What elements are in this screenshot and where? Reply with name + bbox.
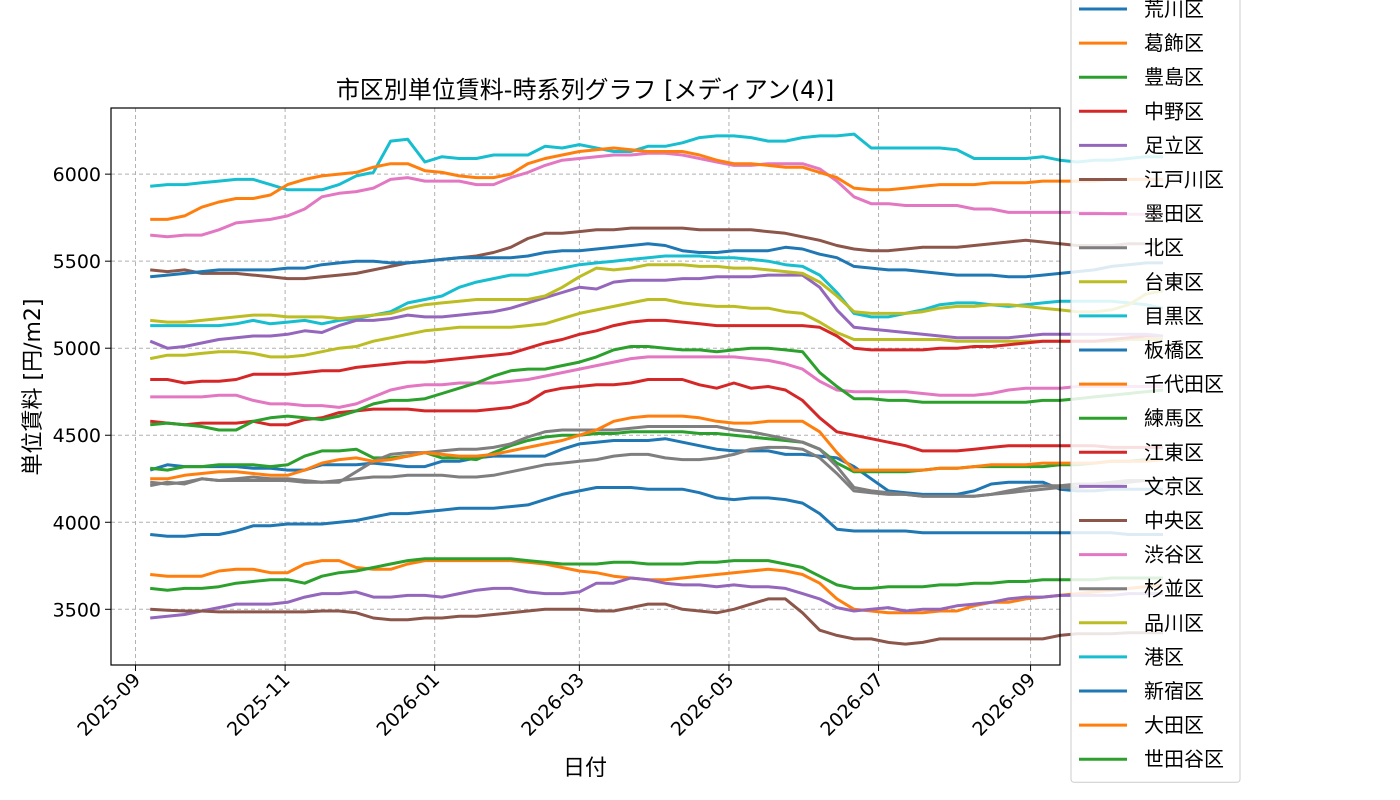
y-tick-label: 5000 (53, 338, 101, 360)
legend-label: 品川区 (1144, 611, 1204, 635)
legend-label: 葛飾区 (1144, 31, 1204, 55)
series-line (149, 298, 1163, 361)
x-axis-label: 日付 (563, 756, 607, 781)
series-line (150, 414, 1164, 481)
legend-label: 千代田区 (1144, 372, 1224, 396)
legend-label: 江戸川区 (1144, 168, 1224, 192)
series-lines (149, 132, 1164, 646)
legend-label: 大田区 (1144, 713, 1204, 737)
series-line (150, 151, 1163, 239)
plot-frame (110, 107, 1061, 666)
legend-label: 板橋区 (1144, 338, 1204, 362)
series-line (150, 355, 1163, 409)
legend-label: 中野区 (1144, 99, 1204, 123)
series-line (150, 445, 1163, 498)
legend-label: 港区 (1144, 645, 1184, 669)
legend-label: 墨田区 (1144, 202, 1204, 226)
series-line (149, 273, 1164, 350)
y-axis-ticks: 3500 4000 4500 5000 5500 6000 (53, 164, 111, 621)
legend-label: 荒川区 (1144, 0, 1204, 21)
series-line (150, 146, 1163, 221)
x-tick-label: 2025-11 (223, 669, 295, 741)
series-line (150, 576, 1163, 620)
x-tick-label: 2025-09 (73, 669, 145, 741)
legend-label: 新宿区 (1144, 679, 1204, 703)
series-line (150, 597, 1163, 646)
series-line (150, 557, 1163, 592)
legend-label: 文京区 (1144, 474, 1204, 498)
y-tick-label: 4500 (53, 425, 101, 447)
series-line (150, 132, 1163, 192)
series-line (150, 263, 1164, 324)
series-line (150, 430, 1163, 474)
legend-label: 目黒区 (1144, 304, 1204, 328)
x-tick-label: 2026-01 (373, 669, 445, 741)
series-line (150, 226, 1163, 281)
legend-label: 北区 (1144, 236, 1184, 260)
series-line (150, 318, 1163, 385)
legend-label: 江東区 (1144, 440, 1204, 464)
series-line (150, 486, 1163, 538)
legend-label: 豊島区 (1144, 65, 1204, 89)
x-axis-ticks: 2025-09 2025-11 2026-01 2026-03 2026-05 2026-… (73, 665, 1040, 741)
y-axis-label: 単位賃料 [円/m2] (21, 299, 46, 476)
legend-label: 中央区 (1144, 509, 1204, 533)
y-tick-label: 3500 (53, 599, 101, 621)
legend-label: 渋谷区 (1144, 543, 1204, 567)
x-tick-label: 2026-09 (968, 669, 1040, 741)
y-tick-label: 5500 (53, 251, 101, 273)
y-tick-label: 6000 (53, 164, 101, 186)
legend-label: 足立区 (1144, 133, 1204, 157)
x-tick-label: 2026-07 (816, 669, 888, 741)
legend-label: 杉並区 (1144, 577, 1204, 601)
series-line (150, 242, 1163, 279)
legend-label: 台東区 (1144, 270, 1204, 294)
legend-label: 世田谷区 (1144, 747, 1224, 771)
y-tick-label: 4000 (53, 512, 101, 534)
legend-box (1070, 0, 1241, 783)
series-line (150, 345, 1164, 432)
x-tick-label: 2026-03 (517, 669, 589, 741)
x-tick-label: 2026-05 (667, 669, 739, 741)
chart-title: 市区別単位賃料-時系列グラフ [メディアン(4)] (336, 76, 834, 104)
legend: 荒川区葛飾区豊島区中野区足立区江戸川区墨田区北区台東区目黒区板橋区千代田区練馬区… (1070, 0, 1241, 783)
legend-label: 練馬区 (1144, 406, 1204, 430)
